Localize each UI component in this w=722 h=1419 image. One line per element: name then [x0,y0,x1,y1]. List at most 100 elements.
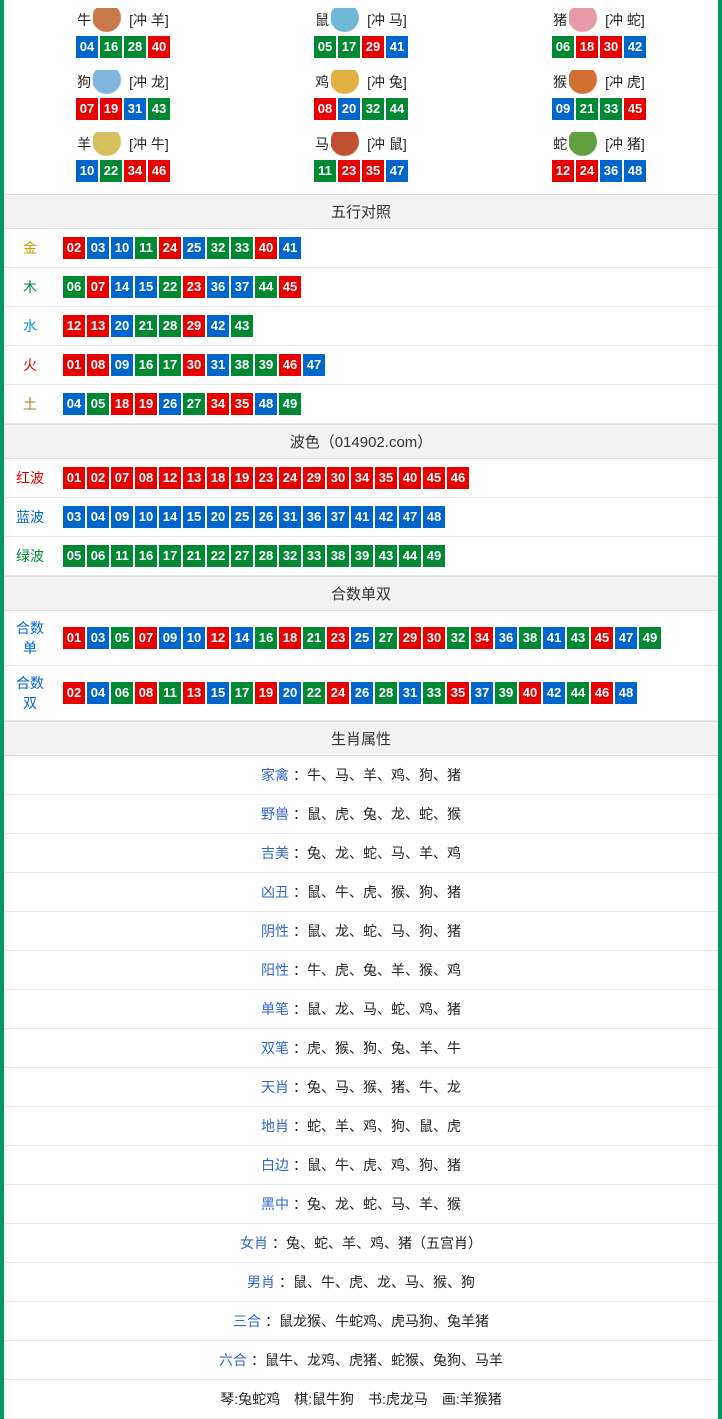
number-chip: 06 [111,682,133,704]
zodiac-chong: [冲 马] [367,10,407,30]
number-chip: 07 [76,98,98,120]
number-chip: 35 [447,682,469,704]
attr-key: 阳性 [261,962,289,978]
bose-header: 波色（014902.com） [4,424,718,459]
number-chip: 42 [207,315,229,337]
number-chip: 34 [351,467,373,489]
number-chip: 37 [471,682,493,704]
number-chip: 40 [148,36,170,58]
number-chip: 05 [63,545,85,567]
row-key: 木 [4,268,56,307]
number-chip: 23 [327,627,349,649]
number-chip: 07 [87,276,109,298]
number-chip: 35 [362,160,384,182]
zodiac-icon [569,132,603,156]
number-chip: 25 [231,506,253,528]
number-chip: 23 [255,467,277,489]
number-chip: 40 [519,682,541,704]
zodiac-icon [569,70,603,94]
number-chip: 22 [159,276,181,298]
number-chip: 05 [314,36,336,58]
table-row: 土 04051819262734354849 [4,385,718,424]
zodiac-cell: 牛 [冲 羊] 04162840 [4,4,242,66]
zodiac-name: 羊 [77,134,91,154]
zodiac-nums: 06183042 [480,36,718,58]
number-chip: 16 [135,545,157,567]
zodiac-name: 猪 [553,10,567,30]
zodiac-label: 蛇 [冲 猪] [553,132,645,156]
attr-row: 野兽：鼠、虎、兔、龙、蛇、猴 [4,795,718,834]
number-chip: 42 [624,36,646,58]
number-chip: 37 [231,276,253,298]
zodiac-nums: 08203244 [242,98,480,120]
zodiac-chong: [冲 猪] [605,134,645,154]
zodiac-name: 蛇 [553,134,567,154]
number-chip: 12 [63,315,85,337]
number-chip: 31 [279,506,301,528]
number-chip: 36 [495,627,517,649]
number-chip: 48 [615,682,637,704]
attr-value: ：牛、虎、兔、羊、猴、鸡 [293,962,461,978]
attr-row: 凶丑：鼠、牛、虎、猴、狗、猪 [4,873,718,912]
number-chip: 08 [314,98,336,120]
number-chip: 18 [576,36,598,58]
number-chip: 47 [303,354,325,376]
row-nums: 03040910141520252631363741424748 [56,498,718,537]
number-chip: 49 [423,545,445,567]
number-chip: 12 [159,467,181,489]
wuxing-header: 五行对照 [4,194,718,229]
table-row: 绿波 05061116172122272832333839434449 [4,537,718,576]
number-chip: 20 [338,98,360,120]
number-chip: 14 [159,506,181,528]
attr-row: 女肖：兔、蛇、羊、鸡、猪（五宫肖） [4,1224,718,1263]
number-chip: 03 [63,506,85,528]
number-chip: 24 [159,237,181,259]
attr-key: 男肖 [247,1274,275,1290]
number-chip: 43 [375,545,397,567]
number-chip: 36 [303,506,325,528]
number-chip: 08 [135,682,157,704]
number-chip: 15 [207,682,229,704]
table-row: 金 02031011242532334041 [4,229,718,268]
number-chip: 29 [399,627,421,649]
attr-value: ：鼠、龙、蛇、马、狗、猪 [293,923,461,939]
number-chip: 19 [255,682,277,704]
number-chip: 21 [576,98,598,120]
number-chip: 47 [615,627,637,649]
table-row: 红波 0102070812131819232429303435404546 [4,459,718,498]
number-chip: 47 [399,506,421,528]
number-chip: 02 [87,467,109,489]
number-chip: 05 [111,627,133,649]
number-chip: 04 [87,506,109,528]
row-nums: 0108091617303138394647 [56,346,718,385]
attr-key: 六合 [219,1352,247,1368]
zodiac-name: 牛 [77,10,91,30]
zodiac-label: 鸡 [冲 兔] [315,70,407,94]
number-chip: 34 [207,393,229,415]
number-chip: 32 [447,627,469,649]
number-chip: 30 [327,467,349,489]
row-nums: 0102070812131819232429303435404546 [56,459,718,498]
zodiac-label: 狗 [冲 龙] [77,70,169,94]
number-chip: 41 [351,506,373,528]
attr-row: 阴性：鼠、龙、蛇、马、狗、猪 [4,912,718,951]
number-chip: 41 [543,627,565,649]
number-chip: 28 [159,315,181,337]
zodiac-chong: [冲 鼠] [367,134,407,154]
zodiac-icon [93,70,127,94]
zodiac-name: 狗 [77,72,91,92]
row-key: 蓝波 [4,498,56,537]
number-chip: 45 [423,467,445,489]
zodiac-nums: 11233547 [242,160,480,182]
row-key: 火 [4,346,56,385]
attr-row: 六合：鼠牛、龙鸡、虎猪、蛇猴、兔狗、马羊 [4,1341,718,1380]
number-chip: 32 [279,545,301,567]
zodiac-label: 猪 [冲 蛇] [553,8,645,32]
number-chip: 09 [111,354,133,376]
attr-value: ：兔、龙、蛇、马、羊、鸡 [293,845,461,861]
number-chip: 09 [111,506,133,528]
zodiac-name: 猴 [553,72,567,92]
number-chip: 44 [567,682,589,704]
zodiac-label: 马 [冲 鼠] [315,132,407,156]
attr-row: 黑中：兔、龙、蛇、马、羊、猴 [4,1185,718,1224]
